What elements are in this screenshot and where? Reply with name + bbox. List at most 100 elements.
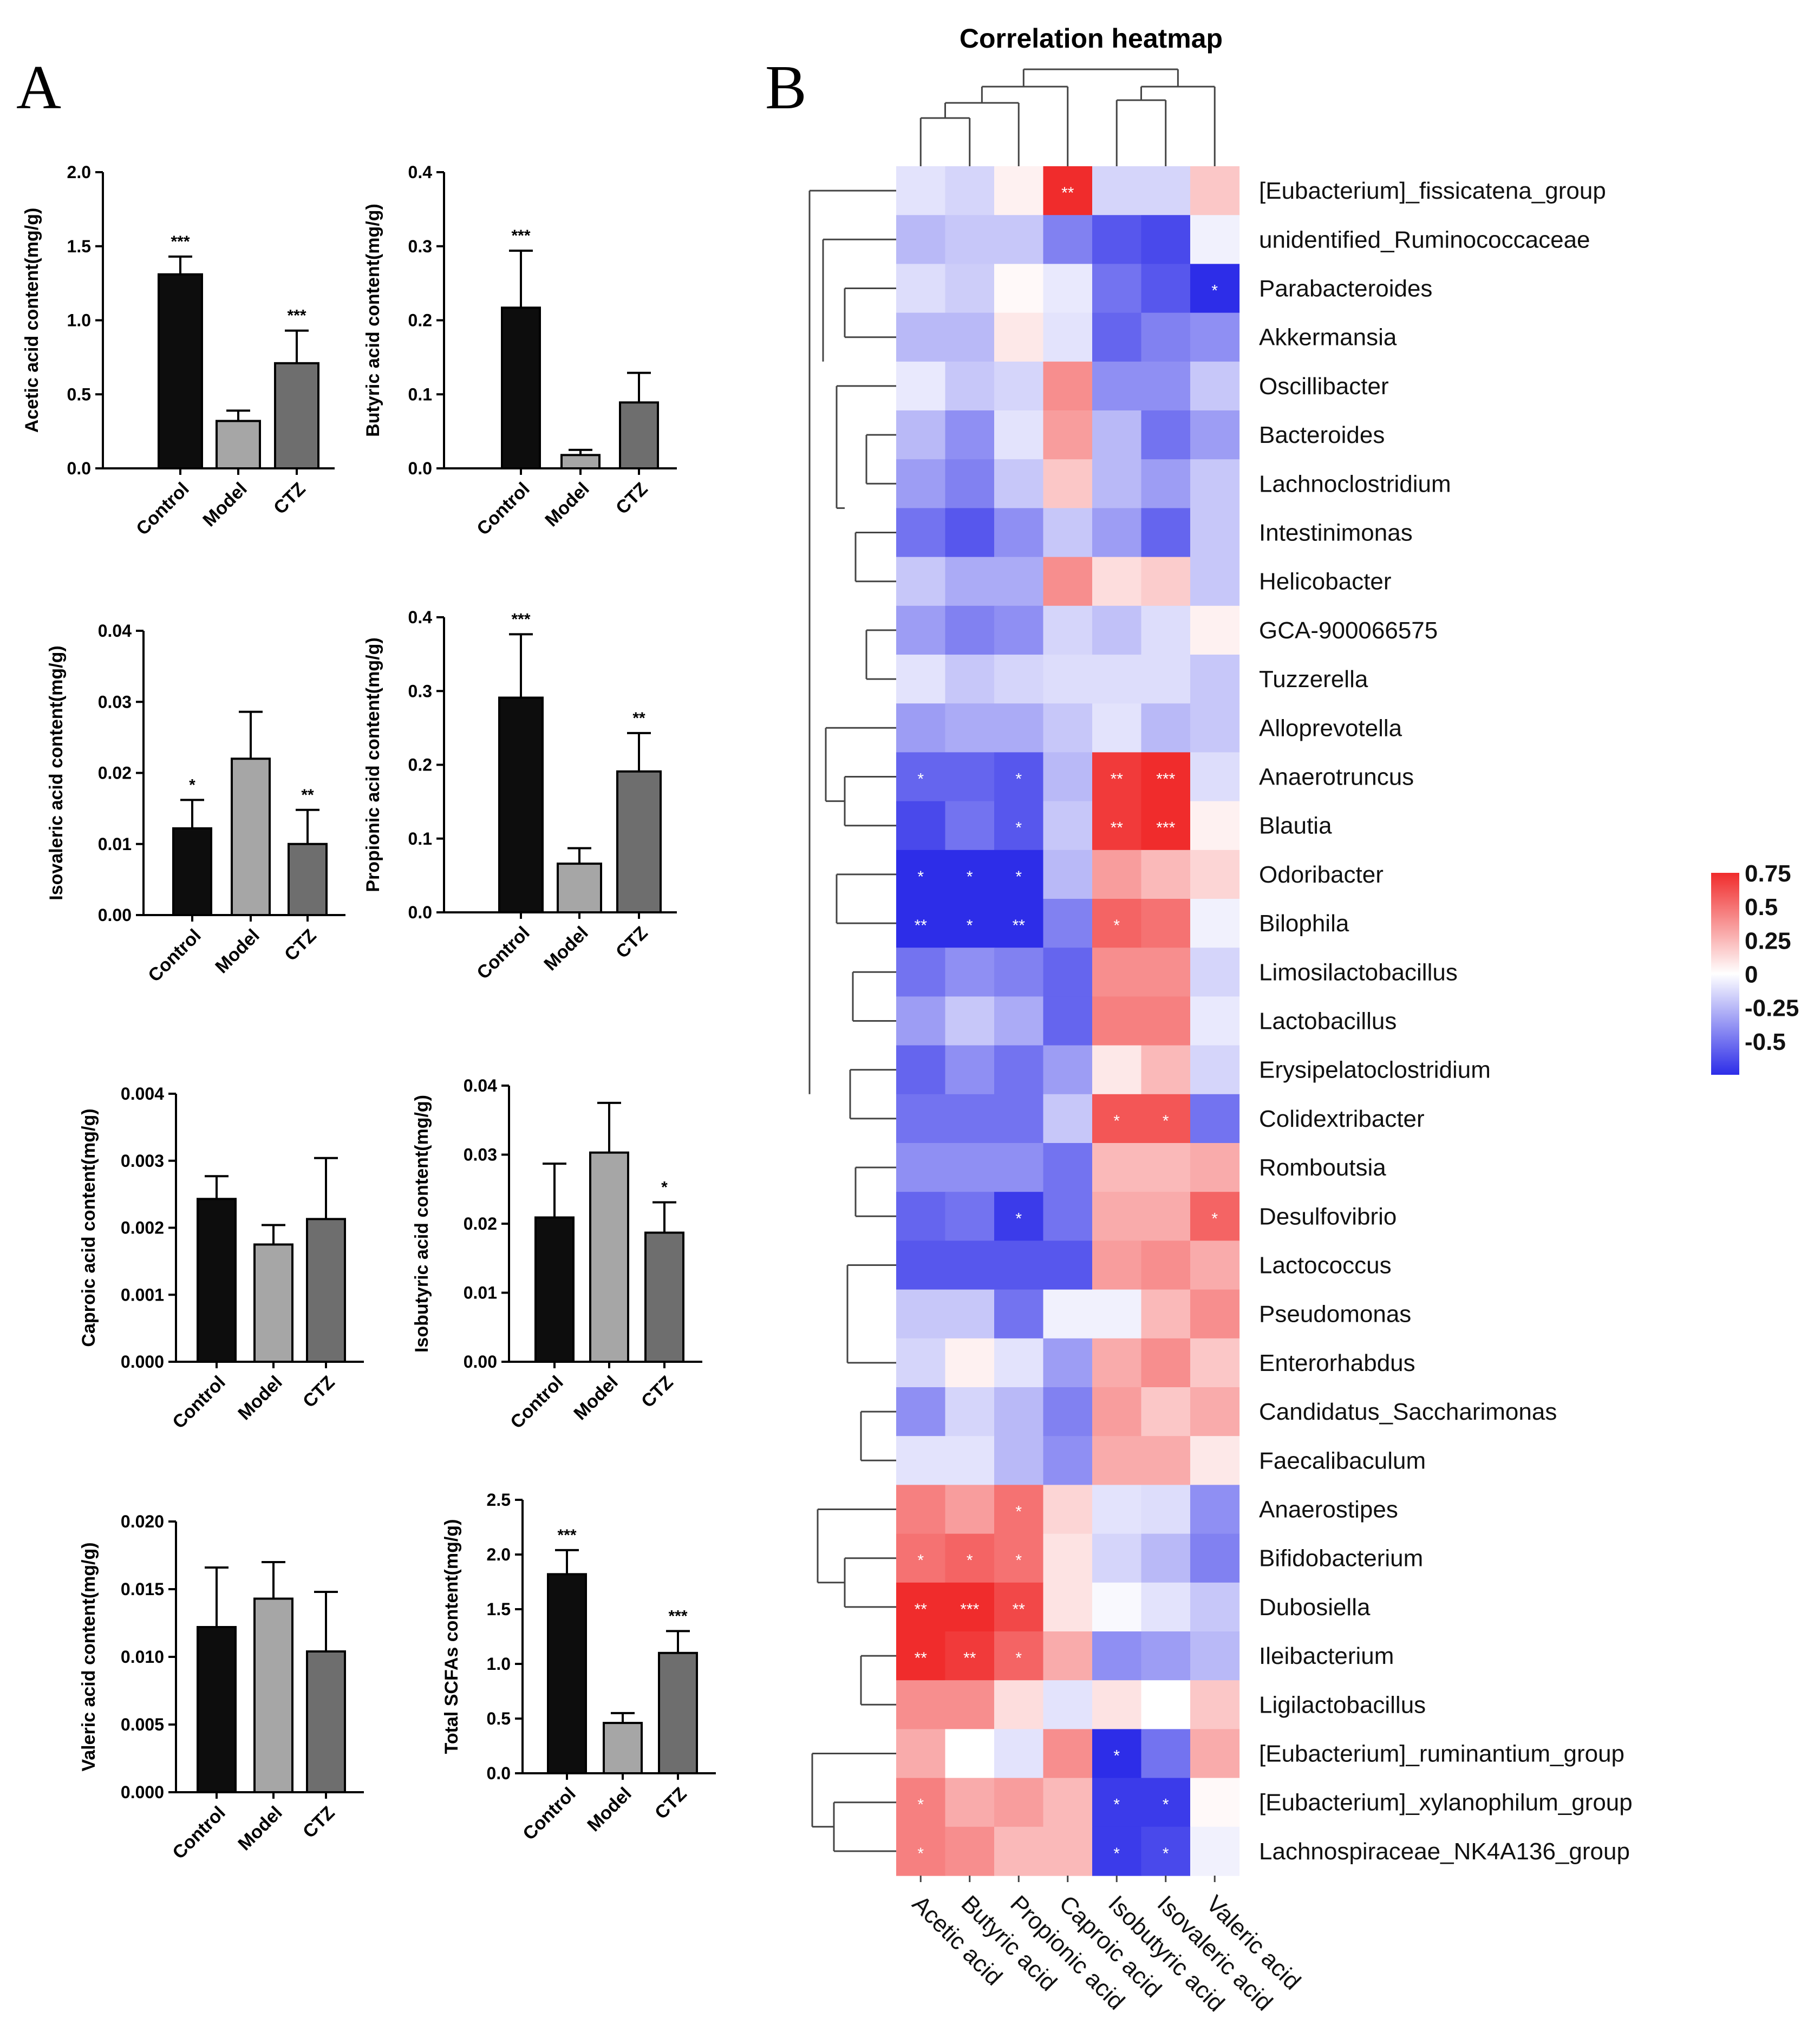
row-label: GCA-900066575 <box>1259 617 1438 644</box>
heatmap-cell <box>1092 264 1142 314</box>
heatmap-cell <box>1043 1436 1093 1485</box>
legend-tick-label: -0.25 <box>1745 995 1799 1022</box>
heatmap-cell <box>1043 752 1093 802</box>
heatmap-cell <box>994 1192 1044 1241</box>
heatmap-cell <box>896 752 946 802</box>
y-tick-label: 0.5 <box>67 384 91 404</box>
heatmap-cell <box>1092 752 1142 802</box>
y-tick-label: 0.3 <box>408 237 432 256</box>
bar-chart-2: 0.00 0.01 0.02 0.03 0.04 Isovaleric acid cont… <box>46 621 345 986</box>
heatmap-cell <box>1092 1289 1142 1339</box>
significance-mark: *** <box>1156 819 1175 837</box>
heatmap-cell <box>896 605 946 655</box>
correlation-heatmap: Correlation heatmap** [Eubacterium]_fissi… <box>808 23 1799 2017</box>
heatmap-cell <box>994 850 1044 899</box>
y-tick-label: 0.0 <box>487 1764 511 1783</box>
heatmap-cell <box>896 1729 946 1779</box>
heatmap-cell <box>896 655 946 704</box>
significance-mark: *** <box>511 227 530 245</box>
y-axis-title: Caproic acid content(mg/g) <box>79 1108 99 1347</box>
heatmap-cell <box>1190 1338 1240 1388</box>
heatmap-cell <box>1043 1289 1093 1339</box>
heatmap-cell <box>1141 1582 1191 1632</box>
y-tick-label: 0.000 <box>121 1352 164 1372</box>
heatmap-cell <box>1141 1192 1191 1241</box>
heatmap-cell <box>994 996 1044 1046</box>
heatmap-cell <box>1092 1436 1142 1485</box>
heatmap-cell <box>994 1485 1044 1534</box>
heatmap-cell <box>1043 312 1093 362</box>
significance-mark: * <box>1015 770 1022 788</box>
heatmap-cell <box>1092 1631 1142 1681</box>
heatmap-cell <box>1190 801 1240 851</box>
heatmap-cell <box>1092 215 1142 264</box>
row-label: Dubosiella <box>1259 1594 1371 1621</box>
heatmap-cell <box>1043 801 1093 851</box>
heatmap-cell <box>896 1436 946 1485</box>
bar-ctz <box>616 770 662 913</box>
y-tick-label: 0.3 <box>408 681 432 701</box>
heatmap-cell <box>1141 703 1191 753</box>
significance-mark: * <box>1015 819 1022 837</box>
y-tick-label: 0.2 <box>408 311 432 330</box>
significance-mark: * <box>967 868 973 886</box>
heatmap-cell <box>994 1338 1044 1388</box>
x-category-label: CTZ <box>651 1784 691 1824</box>
y-tick-label: 1.5 <box>487 1599 511 1619</box>
x-category-label: Model <box>211 925 263 977</box>
heatmap-cell <box>945 459 995 508</box>
heatmap-cell <box>1190 264 1240 314</box>
significance-mark: ** <box>963 1649 976 1667</box>
heatmap-cell <box>994 1778 1044 1827</box>
y-tick-label: 0.4 <box>408 162 433 182</box>
bar-chart-7: 0.0 0.5 1.0 1.5 2.0 2.5 Total SCFAs content(mg… <box>441 1490 716 1844</box>
x-category-label: CTZ <box>280 925 321 965</box>
significance-mark: ** <box>1013 917 1026 935</box>
significance-mark: * <box>1113 917 1120 935</box>
heatmap-cell <box>945 1143 995 1192</box>
bar-control <box>498 696 544 913</box>
bar-model <box>253 1597 293 1793</box>
heatmap-cell <box>1092 1045 1142 1095</box>
heatmap-cell <box>945 1240 995 1290</box>
heatmap-cell <box>1190 557 1240 606</box>
heatmap-cell <box>945 850 995 899</box>
heatmap-cell <box>1092 410 1142 460</box>
bar-chart-1: 0.0 0.1 0.2 0.3 0.4 Butyric acid content(mg/g… <box>363 162 677 539</box>
significance-mark: *** <box>960 1601 979 1618</box>
heatmap-cell <box>945 996 995 1046</box>
y-tick-label: 0.03 <box>98 692 132 711</box>
heatmap-cell <box>896 557 946 606</box>
significance-mark: * <box>1015 1552 1022 1570</box>
heatmap-cell <box>994 410 1044 460</box>
heatmap-cell <box>945 1485 995 1534</box>
y-tick-label: 0.01 <box>98 834 132 854</box>
heatmap-cell <box>994 1533 1044 1583</box>
heatmap-cell <box>1190 312 1240 362</box>
heatmap-cell <box>896 1680 946 1729</box>
significance-mark: * <box>917 1845 924 1863</box>
y-tick-label: 0.00 <box>464 1352 497 1372</box>
heatmap-cell <box>945 655 995 704</box>
heatmap-cell <box>1141 215 1191 264</box>
heatmap-cell <box>945 312 995 362</box>
heatmap-cell <box>994 801 1044 851</box>
heatmap-cell <box>1190 1143 1240 1192</box>
row-label: [Eubacterium]_fissicatena_group <box>1259 178 1606 204</box>
bar-control <box>172 827 212 916</box>
x-category-label: Model <box>199 479 251 531</box>
heatmap-cell <box>994 312 1044 362</box>
heatmap-cell <box>1190 655 1240 704</box>
heatmap-cell <box>1141 1533 1191 1583</box>
y-tick-label: 0.04 <box>464 1076 497 1095</box>
significance-mark: ** <box>301 786 314 804</box>
row-label: Faecalibaculum <box>1259 1447 1426 1474</box>
heatmap-cell <box>1190 996 1240 1046</box>
heatmap-cell <box>1043 1094 1093 1144</box>
y-tick-label: 0.0 <box>67 459 91 478</box>
heatmap-cell <box>945 899 995 948</box>
heatmap-cell <box>945 1289 995 1339</box>
heatmap-cell <box>994 1387 1044 1436</box>
significance-mark: * <box>1113 1845 1120 1863</box>
x-category-label: CTZ <box>299 1372 339 1412</box>
